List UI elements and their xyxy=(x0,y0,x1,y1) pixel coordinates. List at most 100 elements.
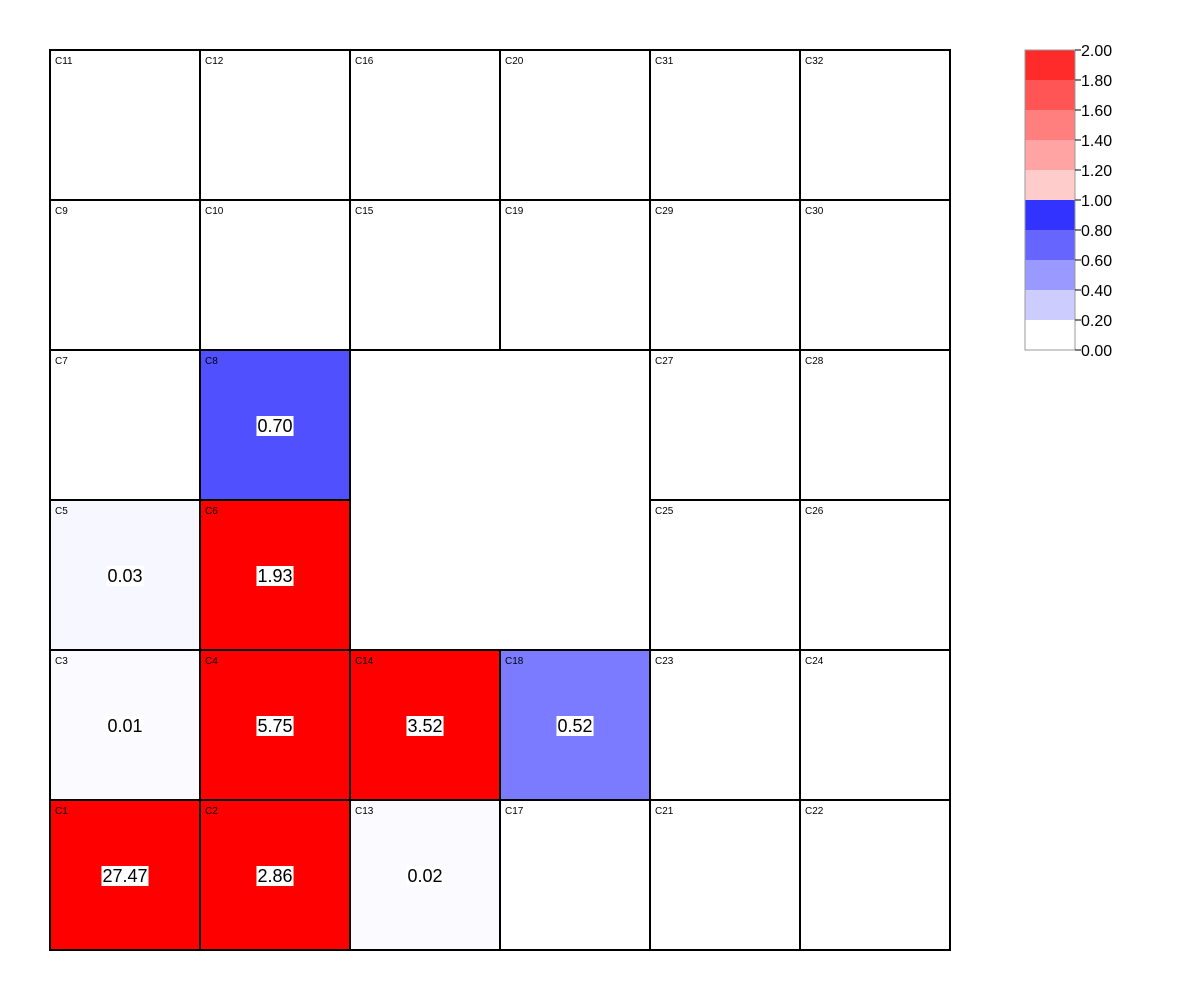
cell-rect xyxy=(649,199,801,351)
cell-rect xyxy=(649,499,801,651)
cell-name-label: C11 xyxy=(55,56,73,67)
colorbar-band xyxy=(1025,140,1075,170)
cell-c7: C7 xyxy=(49,349,201,501)
cell-c19: C19 xyxy=(499,199,651,351)
cell-name-label: C23 xyxy=(655,656,674,667)
colorbar-tick-label: 0.40 xyxy=(1081,283,1112,300)
cell-name-label: C27 xyxy=(655,356,674,367)
cell-c24: C24 xyxy=(799,649,951,801)
cell-name-label: C12 xyxy=(205,56,224,67)
cell-value-label: 2.86 xyxy=(257,866,292,886)
cell-rect xyxy=(799,499,951,651)
cell-value-label: 0.52 xyxy=(557,716,592,736)
cell-c5: C5 0.03 xyxy=(49,499,201,651)
cell-name-label: C32 xyxy=(805,56,824,67)
cell-rect xyxy=(799,49,951,201)
colorbar-band xyxy=(1025,320,1075,350)
cell-rect xyxy=(799,799,951,951)
cell-c6: C6 1.93 xyxy=(199,499,351,651)
cell-name-label: C5 xyxy=(55,506,68,517)
cell-value-label: 0.70 xyxy=(257,416,292,436)
cell-c15: C15 xyxy=(349,199,501,351)
colorbar-tick-label: 1.60 xyxy=(1081,103,1112,120)
cell-value-label: 5.75 xyxy=(257,716,292,736)
cell-c30: C30 xyxy=(799,199,951,351)
cell-c13: C13 0.02 xyxy=(349,799,501,951)
cell-value-label: 3.52 xyxy=(407,716,442,736)
cell-c27: C27 xyxy=(649,349,801,501)
cell-c11: C11 xyxy=(49,49,201,201)
cell-rect xyxy=(49,349,201,501)
cell-value-backdrop xyxy=(101,866,149,886)
cell-rect xyxy=(799,199,951,351)
cell-name-label: C10 xyxy=(205,206,224,217)
cell-c1: C1 27.47 xyxy=(49,799,201,951)
cell-c12: C12 xyxy=(199,49,351,201)
cell-c18: C18 0.52 xyxy=(499,649,651,801)
cell-name-label: C19 xyxy=(505,206,524,217)
cell-c14: C14 3.52 xyxy=(349,649,501,801)
cell-name-label: C15 xyxy=(355,206,374,217)
colorbar-band xyxy=(1025,290,1075,320)
cell-rect xyxy=(649,49,801,201)
cell-name-label: C16 xyxy=(355,56,374,67)
cell-value-backdrop xyxy=(406,866,444,886)
colorbar-tick-label: 1.80 xyxy=(1081,73,1112,90)
colorbar-tick-label: 0.60 xyxy=(1081,253,1112,270)
cell-name-label: C26 xyxy=(805,506,824,517)
cell-c28: C28 xyxy=(799,349,951,501)
colorbar-tick-label: 1.40 xyxy=(1081,133,1112,150)
cell-name-label: C20 xyxy=(505,56,524,67)
cell-c9: C9 xyxy=(49,199,201,351)
colorbar-tick-label: 0.00 xyxy=(1081,343,1112,360)
cell-value-backdrop xyxy=(256,716,294,736)
cell-c32: C32 xyxy=(799,49,951,201)
cell-value-label: 27.47 xyxy=(102,866,147,886)
cell-c16: C16 xyxy=(349,49,501,201)
cell-value-backdrop xyxy=(256,866,294,886)
cell-value-backdrop xyxy=(106,716,144,736)
cell-name-label: C25 xyxy=(655,506,674,517)
cell-c4: C4 5.75 xyxy=(199,649,351,801)
cell-c10: C10 xyxy=(199,199,351,351)
colorbar-tick-label: 2.00 xyxy=(1081,43,1112,60)
cell-name-label: C14 xyxy=(355,656,374,667)
colorbar-tick-label: 0.20 xyxy=(1081,313,1112,330)
cell-value-label: 0.03 xyxy=(107,566,142,586)
cell-c31: C31 xyxy=(649,49,801,201)
cell-rect xyxy=(649,799,801,951)
cell-c21: C21 xyxy=(649,799,801,951)
cell-name-label: C28 xyxy=(805,356,824,367)
cells-layer: C11 C12 C16 C20 C31 C32 C9 C10 C15 C19 C29 C30 C7 C8 0… xyxy=(49,49,951,951)
cell-name-label: C21 xyxy=(655,806,674,817)
cell-name-label: C9 xyxy=(55,206,68,217)
cell-c3: C3 0.01 xyxy=(49,649,201,801)
cell-c2: C2 2.86 xyxy=(199,799,351,951)
cell-value-backdrop xyxy=(556,716,594,736)
cell-rect xyxy=(649,349,801,501)
cell-c29: C29 xyxy=(649,199,801,351)
cell-name-label: C22 xyxy=(805,806,824,817)
colorbar-tick-label: 0.80 xyxy=(1081,223,1112,240)
cell-name-label: C3 xyxy=(55,656,68,667)
cell-value-backdrop xyxy=(106,566,144,586)
cell-name-label: C18 xyxy=(505,656,524,667)
cell-rect xyxy=(349,199,501,351)
cell-value-backdrop xyxy=(256,566,294,586)
cell-name-label: C6 xyxy=(205,506,218,517)
cell-value-label: 1.93 xyxy=(257,566,292,586)
cell-rect xyxy=(499,49,651,201)
cell-rect xyxy=(499,799,651,951)
colorbar-tick-label: 1.20 xyxy=(1081,163,1112,180)
cell-name-label: C13 xyxy=(355,806,374,817)
cell-rect xyxy=(199,49,351,201)
colorbar-band xyxy=(1025,110,1075,140)
cell-name-label: C7 xyxy=(55,356,68,367)
cell-name-label: C29 xyxy=(655,206,674,217)
cell-rect xyxy=(49,49,201,201)
colorbar-band xyxy=(1025,260,1075,290)
cell-name-label: C30 xyxy=(805,206,824,217)
cell-value-backdrop xyxy=(256,416,294,436)
cell-name-label: C2 xyxy=(205,806,218,817)
colorbar-band xyxy=(1025,200,1075,230)
